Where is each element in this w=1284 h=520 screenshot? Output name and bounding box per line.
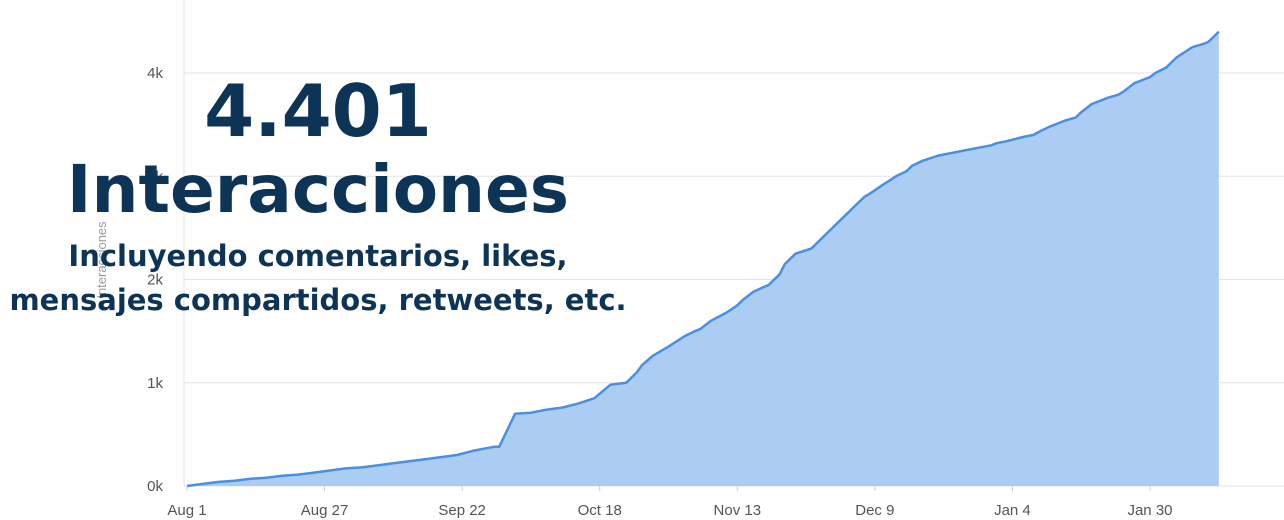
total-interactions-label: Interacciones [66,151,570,228]
y-axis: 0k 1k 2k 3k 4k [147,65,163,495]
x-tick-label: Jan 4 [994,502,1031,519]
x-tick-label: Sep 22 [438,502,486,519]
x-axis: Aug 1 Aug 27 Sep 22 Oct 18 Nov 13 Dec 9 Jan 4 J… [167,486,1173,519]
x-tick-label: Aug 1 [167,502,206,519]
total-interactions-value: 4.401 [204,69,432,153]
y-axis-label: Interacciones [94,221,109,299]
summary-overlay: 4.401 Interacciones Incluyendo comentari… [0,70,636,322]
interactions-line [186,30,1220,488]
overlay-subtitle: Incluyendo comentarios, likes, mensajes … [9,239,627,317]
y-tick-label: 3k [147,168,163,185]
x-tick-label: Dec 9 [855,502,894,519]
y-tick-label: 0k [147,478,163,495]
y-tick-label: 4k [147,65,163,82]
y-tick-label: 1k [147,375,163,392]
x-tick-label: Jan 30 [1127,502,1172,519]
series-layer [186,30,1220,488]
x-tick-label: Nov 13 [714,502,762,519]
x-tick-label: Aug 27 [301,502,349,519]
x-tick-label: Oct 18 [578,502,622,519]
y-tick-label: 2k [147,272,163,289]
interactions-area [187,31,1219,486]
